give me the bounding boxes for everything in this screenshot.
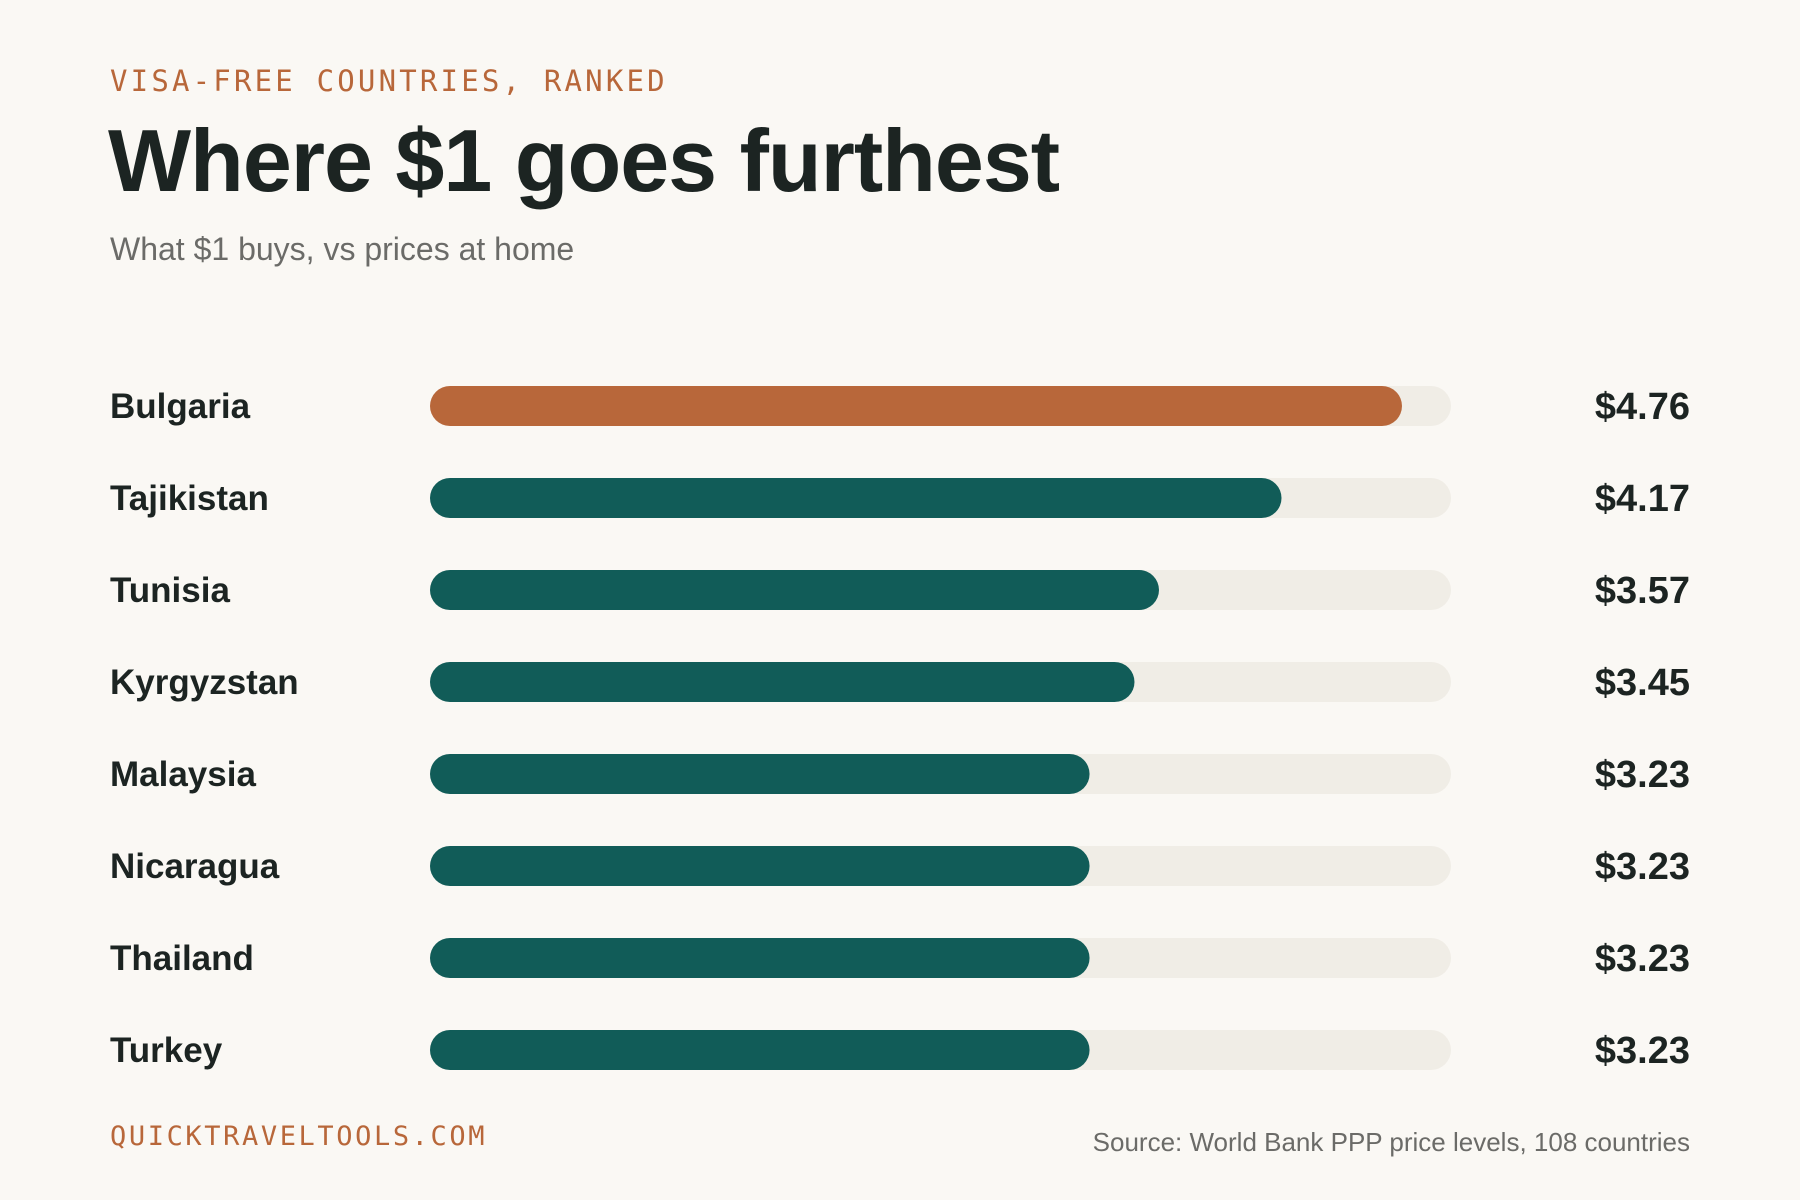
bar (430, 754, 1090, 794)
value-label: $3.57 (1595, 570, 1690, 612)
brand-label[interactable]: QUICKTRAVELTOOLS.COM (110, 1121, 488, 1152)
category-label: Malaysia (110, 755, 256, 794)
bar-row: Malaysia $3.23 (110, 754, 1690, 796)
bar (430, 662, 1135, 702)
bar-row: Nicaragua $3.23 (110, 846, 1690, 888)
category-label: Tajikistan (110, 479, 269, 518)
bar-row: Bulgaria $4.76 (110, 386, 1690, 428)
source-note: Source: World Bank PPP price levels, 108… (1092, 1127, 1690, 1157)
bar-row: Tajikistan $4.17 (110, 478, 1690, 520)
category-label: Kyrgyzstan (110, 663, 299, 702)
bar (430, 478, 1282, 518)
category-label: Nicaragua (110, 847, 280, 886)
bar (430, 938, 1090, 978)
value-label: $3.23 (1595, 754, 1690, 796)
bar (430, 386, 1402, 426)
bar (430, 570, 1159, 610)
bar-row: Kyrgyzstan $3.45 (110, 662, 1690, 704)
chart-title: Where $1 goes furthest (108, 111, 1060, 210)
value-label: $4.76 (1595, 386, 1690, 428)
value-label: $3.45 (1595, 662, 1690, 704)
category-label: Bulgaria (110, 387, 251, 426)
chart-subtitle: What $1 buys, vs prices at home (110, 231, 575, 267)
category-label: Turkey (110, 1031, 223, 1070)
value-label: $3.23 (1595, 938, 1690, 980)
bar (430, 846, 1090, 886)
bar-row: Turkey $3.23 (110, 1030, 1690, 1072)
value-label: $3.23 (1595, 846, 1690, 888)
value-label: $4.17 (1595, 478, 1690, 520)
bar-row: Thailand $3.23 (110, 938, 1690, 980)
chart-kicker: VISA-FREE COUNTRIES, RANKED (110, 64, 668, 98)
category-label: Tunisia (110, 571, 230, 610)
bar (430, 1030, 1090, 1070)
value-label: $3.23 (1595, 1030, 1690, 1072)
bar-row: Tunisia $3.57 (110, 570, 1690, 612)
category-label: Thailand (110, 939, 254, 978)
